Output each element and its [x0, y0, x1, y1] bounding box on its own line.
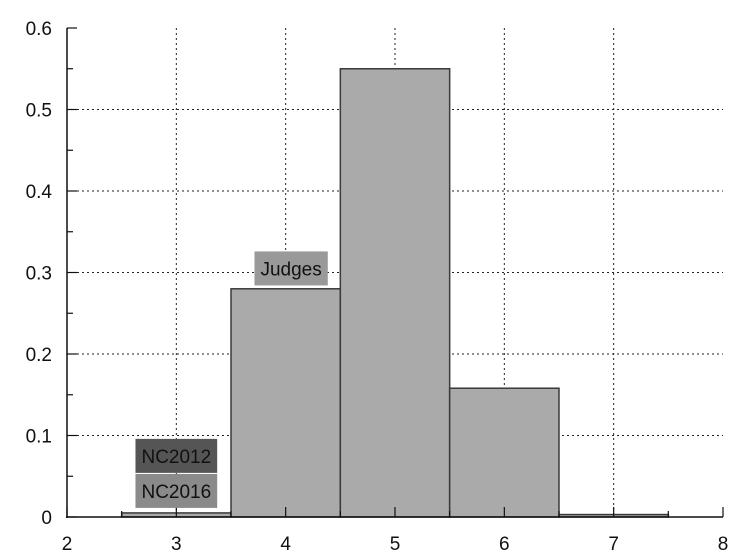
annotation-box: [135, 473, 218, 508]
annotations: Judges NC2012 NC2016: [135, 251, 328, 508]
y-tick-label: 0.6: [26, 19, 52, 40]
annotation-judges: Judges: [254, 251, 328, 286]
bar-3: [448, 387, 560, 518]
bars: [120, 68, 670, 518]
x-tick-label: 4: [280, 534, 291, 555]
x-tick-label: 5: [390, 534, 401, 555]
x-tick-label: 8: [718, 534, 729, 555]
x-tick-label: 6: [499, 534, 510, 555]
y-tick-label: 0.2: [26, 345, 52, 366]
annotation-box: [135, 438, 218, 473]
ticks: [66, 27, 724, 518]
annotation-label: NC2012: [141, 447, 211, 468]
y-tick-label: 0.4: [26, 182, 53, 203]
annotation-nc2012: NC2012: [135, 438, 218, 473]
x-tick-label: 7: [608, 534, 619, 555]
annotation-label: NC2016: [141, 482, 211, 503]
tick-labels: 2 3 4 5 6 7 8 0 0.1 0.2 0.3 0.4 0.5 0.6: [26, 19, 729, 555]
y-tick-label: 0.1: [26, 427, 52, 448]
x-tick-label: 2: [62, 534, 73, 555]
bar-2: [339, 68, 451, 518]
y-tick-label: 0: [41, 508, 52, 529]
annotation-nc2016: NC2016: [135, 473, 218, 508]
y-tick-label: 0.3: [26, 264, 52, 285]
bar-1: [230, 288, 342, 518]
annotation-label: Judges: [260, 259, 321, 280]
annotation-box: [254, 251, 328, 286]
y-tick-label: 0.5: [26, 101, 52, 122]
x-tick-label: 3: [171, 534, 182, 555]
